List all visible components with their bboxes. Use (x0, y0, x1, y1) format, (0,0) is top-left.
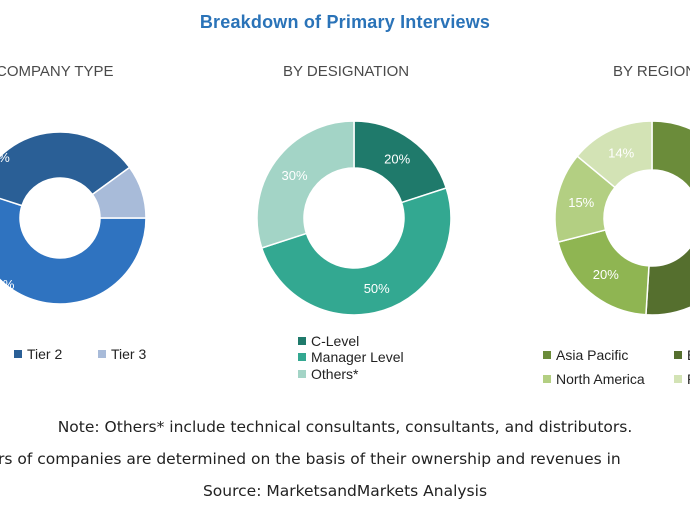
note-company-tiers: rs of companies are determined on the ba… (0, 450, 621, 468)
legend-item-c-level: C-Level (298, 333, 359, 349)
slice-data-label: 50% (364, 281, 390, 296)
legend-item-others: Others* (298, 366, 358, 382)
legend-swatch (543, 375, 551, 383)
legend-item-north-america: North America (543, 371, 645, 387)
note-others-definition: Note: Others* include technical consulta… (57, 418, 633, 436)
slice-manager-level (260, 187, 452, 316)
slice-europe (645, 245, 690, 316)
legend-item-tier-3: Tier 3 (98, 346, 146, 362)
legend-swatch (674, 351, 682, 359)
legend-label: Asia Pacific (556, 347, 629, 363)
panel-title-company-type: COMPANY TYPE (0, 63, 114, 80)
slice-data-label: 20% (384, 152, 410, 167)
legend-item-tier-2: Tier 2 (14, 346, 62, 362)
legend-swatch (298, 353, 306, 361)
legend-item-manager-level: Manager Level (298, 349, 404, 365)
slice-others- (256, 120, 355, 249)
chart-main-title: Breakdown of Primary Interviews (199, 12, 491, 32)
legend-swatch (98, 350, 106, 358)
legend-swatch (14, 350, 22, 358)
legend-swatch (298, 337, 306, 345)
legend-label: C-Level (311, 333, 360, 349)
legend-label: North America (556, 371, 645, 387)
panel-title-region: BY REGION (613, 63, 690, 80)
donut-designation: 20% 50% 30% (256, 120, 452, 316)
donut-region: 20% 15% 14% (554, 120, 690, 316)
slice-data-label: 15% (568, 195, 594, 210)
slice-tier-2 (0, 131, 131, 207)
note-source: Source: MarketsandMarkets Analysis (202, 482, 488, 500)
slice-tier-3 (91, 166, 147, 219)
legend-swatch (543, 351, 551, 359)
slice-data-label: 14% (608, 145, 634, 160)
slice-data-label: 20% (593, 267, 619, 282)
legend-swatch (298, 370, 306, 378)
legend-label: Others* (311, 366, 359, 382)
donut-company-type: 35%5%% (0, 131, 147, 305)
legend-item-row: R (674, 371, 690, 387)
slice-data-label: 30% (282, 168, 308, 183)
slice-asia-pacific (651, 120, 690, 190)
legend-swatch (674, 375, 682, 383)
slice-data-label: 5% (0, 277, 15, 292)
legend-label: R (687, 371, 690, 387)
slice-data-label: % (0, 150, 10, 165)
slice-tier-1 (0, 197, 147, 305)
slice-row-b (576, 120, 653, 189)
legend-item-europe: E (674, 347, 690, 363)
legend-label: Tier 3 (111, 346, 147, 362)
panel-title-designation: BY DESIGNATION (283, 63, 410, 80)
legend-label: Tier 2 (27, 346, 63, 362)
legend-item-asia-pacific: Asia Pacific (543, 347, 628, 363)
legend-label: Manager Level (311, 349, 404, 365)
legend-label: E (687, 347, 690, 363)
